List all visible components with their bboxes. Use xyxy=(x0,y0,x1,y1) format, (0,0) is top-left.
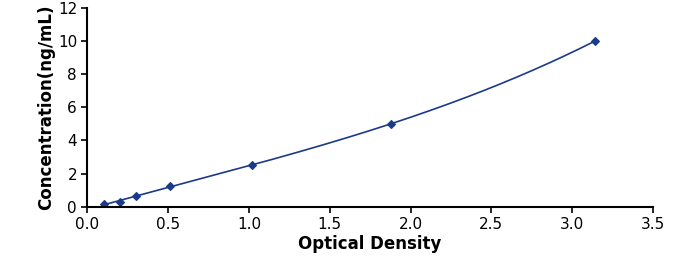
Y-axis label: Concentration(ng/mL): Concentration(ng/mL) xyxy=(37,5,55,210)
X-axis label: Optical Density: Optical Density xyxy=(298,235,442,253)
